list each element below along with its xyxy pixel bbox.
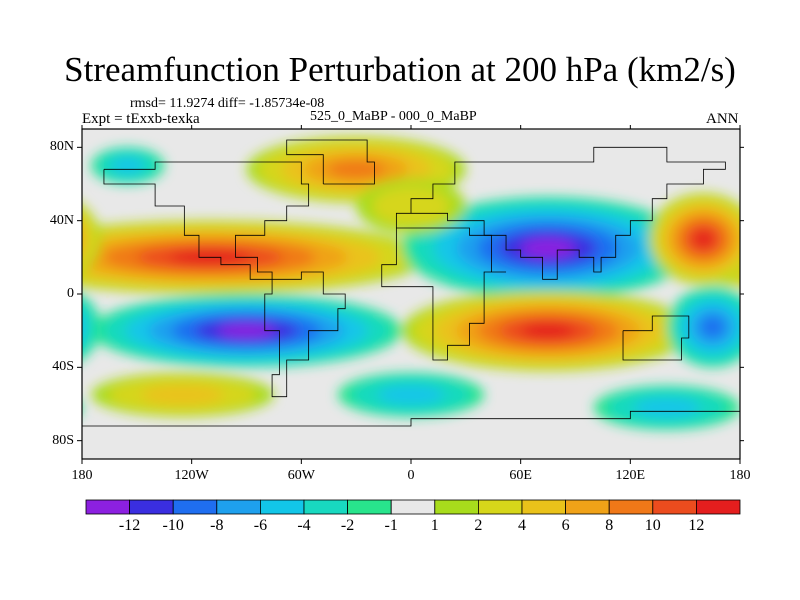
colorbar-label: -6 xyxy=(253,517,268,534)
x-tick-label: 0 xyxy=(407,468,415,483)
contour-band-9 xyxy=(140,384,225,405)
colorbar-label: 8 xyxy=(605,517,614,534)
contour-band-10 xyxy=(633,397,701,418)
y-axis xyxy=(77,146,744,442)
colorbar-swatch xyxy=(259,499,305,515)
coastline-6 xyxy=(82,410,740,427)
contour-band-6 xyxy=(700,316,725,338)
coastline-2 xyxy=(381,227,507,361)
contour-band-6 xyxy=(33,308,76,346)
contour-band-6 xyxy=(43,316,67,337)
contour-band-11 xyxy=(749,147,800,184)
x-tick-label: 60W xyxy=(287,468,315,483)
colorbar-swatch xyxy=(129,499,174,515)
contour-band-5 xyxy=(693,230,714,248)
period-label: 525_0_MaBP - 000_0_MaBP xyxy=(310,109,477,124)
colorbar-label: -2 xyxy=(340,517,355,534)
colorbar-swatch xyxy=(521,499,566,515)
colorbar-swatch xyxy=(652,499,697,515)
stats-text: rmsd= 11.9274 diff= -1.85734e-08 xyxy=(130,96,325,111)
colorbar-label: -8 xyxy=(210,517,224,534)
experiment-label: Expt = tExxb-texka xyxy=(82,111,200,127)
contour-band-5 xyxy=(82,220,89,258)
y-tick-label: 40N xyxy=(49,212,74,228)
coastline-4 xyxy=(622,315,690,361)
contour-band-7 xyxy=(377,384,445,405)
coastlines xyxy=(82,139,740,427)
colorbar-swatch xyxy=(696,499,741,515)
colorbar-label: -10 xyxy=(162,517,184,534)
colorbar-swatch xyxy=(608,499,654,515)
x-tick-label: 120W xyxy=(174,468,209,483)
coastline-1 xyxy=(264,271,346,398)
coastline-5 xyxy=(286,139,375,185)
contour-band-3 xyxy=(521,323,576,339)
contour-band-11 xyxy=(111,157,145,175)
colorbar-swatch xyxy=(434,499,479,515)
contour-band-5 xyxy=(82,209,97,269)
x-tick-label: 180 xyxy=(729,468,751,483)
contour-band-6 xyxy=(82,313,86,341)
colorbar-label: -1 xyxy=(384,517,398,534)
contour-band-11 xyxy=(756,151,800,181)
x-tick-label: 60E xyxy=(509,468,532,483)
colorbar-swatch xyxy=(390,499,436,515)
colorbar-label: 12 xyxy=(688,517,705,534)
colorbar-label: 2 xyxy=(474,517,483,534)
x-tick-label: 120E xyxy=(615,468,646,483)
y-tick-label: 80S xyxy=(52,432,74,448)
y-tick-label: 40S xyxy=(52,359,74,375)
colorbar-swatch xyxy=(347,499,392,515)
coastline-0 xyxy=(103,161,310,280)
season-label: ANN xyxy=(706,111,739,127)
colorbar-label: 6 xyxy=(561,517,570,534)
contour-band-4 xyxy=(327,160,386,179)
colorbar-label: -4 xyxy=(297,517,311,534)
colorbar-swatch xyxy=(172,499,218,515)
colorbar-label: 1 xyxy=(430,517,439,534)
contour-band-6 xyxy=(82,300,96,354)
contour-band-10 xyxy=(0,390,69,426)
x-axis xyxy=(81,125,741,464)
contour-band-2 xyxy=(521,238,576,258)
colorbar-swatch xyxy=(477,499,523,515)
contour-band-5 xyxy=(27,224,64,255)
x-tick-label: 180 xyxy=(71,468,93,483)
chart-title: Streamfunction Perturbation at 200 hPa (… xyxy=(64,50,736,89)
colorbar-swatch xyxy=(216,499,261,515)
colorbar xyxy=(85,499,741,515)
y-tick-label: 80N xyxy=(49,139,74,155)
contour-band-1 xyxy=(749,294,800,367)
colorbar-label: 4 xyxy=(518,517,526,534)
colorbar-swatch xyxy=(85,499,130,515)
contour-band-10 xyxy=(0,386,82,430)
coastline-3 xyxy=(395,146,726,280)
colorbar-swatch xyxy=(565,499,610,515)
contour-band-1 xyxy=(217,323,276,338)
contour-band-9 xyxy=(749,373,800,417)
colorbar-label: 10 xyxy=(644,517,661,534)
y-tick-label: 0 xyxy=(67,286,74,301)
colorbar-swatch xyxy=(303,499,348,515)
colorbar-label: -12 xyxy=(118,517,141,534)
